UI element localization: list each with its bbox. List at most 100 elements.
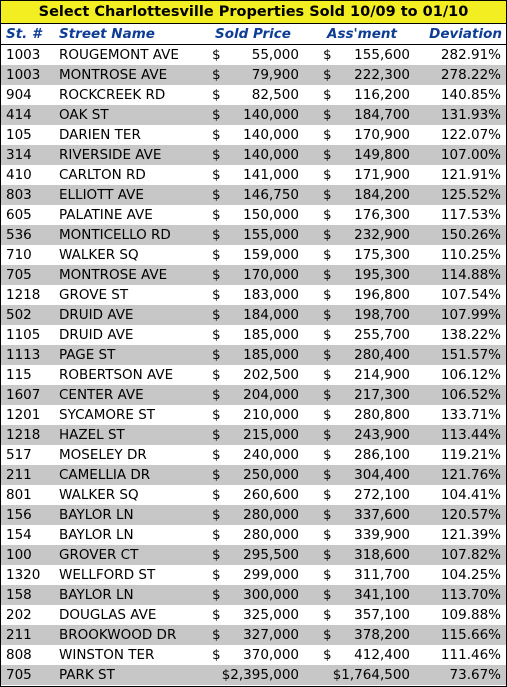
assessment-cell: 116,200 <box>354 87 410 103</box>
deviation-cell: 120.57% <box>440 507 501 523</box>
header-assessment: Ass'ment <box>327 26 397 42</box>
deviation-cell: 133.71% <box>440 407 501 423</box>
street-name-cell: WINSTON TER <box>59 647 155 663</box>
sold-currency-symbol: $ <box>212 167 221 183</box>
street-number-cell: 710 <box>6 247 32 263</box>
sold-price-cell: 185,000 <box>243 347 299 363</box>
street-name-cell: DARIEN TER <box>59 127 141 143</box>
assessment-currency-symbol: $ <box>323 647 332 663</box>
street-name-cell: BAYLOR LN <box>59 527 134 543</box>
assessment-currency-symbol: $ <box>323 267 332 283</box>
street-name-cell: RIVERSIDE AVE <box>59 147 162 163</box>
assessment-cell: 255,700 <box>354 327 410 343</box>
table-row: 710 WALKER SQ $159,000 $175,300 110.25% <box>1 245 506 265</box>
table-body: 1003 ROUGEMONT AVE $55,000 $155,600 282.91% 1… <box>1 45 506 685</box>
street-number-cell: 502 <box>6 307 32 323</box>
street-name-cell: BROOKWOOD DR <box>59 627 177 643</box>
assessment-currency-symbol: $ <box>323 447 332 463</box>
street-number-cell: 705 <box>6 667 32 683</box>
assessment-currency-symbol: $ <box>323 327 332 343</box>
table-row: 1218 GROVE ST $183,000 $196,800 107.54% <box>1 285 506 305</box>
sold-price-cell: 204,000 <box>243 387 299 403</box>
street-name-cell: ROBERTSON AVE <box>59 367 174 383</box>
sold-price-cell: 79,900 <box>251 67 299 83</box>
street-number-cell: 158 <box>6 587 32 603</box>
street-number-cell: 1003 <box>6 47 41 63</box>
assessment-currency-symbol: $ <box>323 47 332 63</box>
street-name-cell: CARLTON RD <box>59 167 146 183</box>
table-row: 410 CARLTON RD $141,000 $171,900 121.91% <box>1 165 506 185</box>
assessment-cell: 280,400 <box>354 347 410 363</box>
street-name-cell: CENTER AVE <box>59 387 144 403</box>
assessment-cell: 184,200 <box>354 187 410 203</box>
deviation-cell: 114.88% <box>440 267 501 283</box>
assessment-cell: 311,700 <box>354 567 410 583</box>
sold-price-cell: 185,000 <box>243 327 299 343</box>
sold-price-cell: 55,000 <box>251 47 299 63</box>
sold-price-cell: 155,000 <box>243 227 299 243</box>
street-number-cell: 1003 <box>6 67 41 83</box>
assessment-cell: 170,900 <box>354 127 410 143</box>
assessment-cell: 378,200 <box>354 627 410 643</box>
sold-currency-symbol: $ <box>212 347 221 363</box>
street-name-cell: MONTROSE AVE <box>59 67 168 83</box>
street-name-cell: OAK ST <box>59 107 109 123</box>
table-row: 158 BAYLOR LN $300,000 $341,100 113.70% <box>1 585 506 605</box>
assessment-currency-symbol: $ <box>323 147 332 163</box>
deviation-cell: 107.54% <box>440 287 501 303</box>
street-name-cell: MONTROSE AVE <box>59 267 168 283</box>
sold-currency-symbol: $ <box>212 207 221 223</box>
street-number-cell: 801 <box>6 487 32 503</box>
street-name-cell: WALKER SQ <box>59 247 139 263</box>
street-name-cell: ROCKCREEK RD <box>59 87 166 103</box>
deviation-cell: 282.91% <box>440 47 501 63</box>
assessment-currency-symbol: $ <box>323 127 332 143</box>
assessment-currency-symbol: $ <box>323 207 332 223</box>
deviation-cell: 111.46% <box>440 647 501 663</box>
sold-currency-symbol: $ <box>212 307 221 323</box>
sold-currency-symbol: $ <box>212 147 221 163</box>
table-row: 808 WINSTON TER $370,000 $412,400 111.46% <box>1 645 506 665</box>
sold-currency-symbol: $ <box>212 587 221 603</box>
sold-price-cell: 210,000 <box>243 407 299 423</box>
assessment-cell: 149,800 <box>354 147 410 163</box>
assessment-cell: 175,300 <box>354 247 410 263</box>
street-name-cell: PARK ST <box>59 667 115 683</box>
sold-currency-symbol: $ <box>212 507 221 523</box>
assessment-currency-symbol: $ <box>323 87 332 103</box>
sold-currency-symbol: $ <box>212 387 221 403</box>
deviation-cell: 107.00% <box>440 147 501 163</box>
table-row: 211 BROOKWOOD DR $327,000 $378,200 115.66% <box>1 625 506 645</box>
sold-price-cell: 295,500 <box>243 547 299 563</box>
assessment-cell: 222,300 <box>354 67 410 83</box>
table-row: 105 DARIEN TER $140,000 $170,900 122.07% <box>1 125 506 145</box>
assessment-currency-symbol: $ <box>323 227 332 243</box>
sold-currency-symbol: $ <box>212 247 221 263</box>
street-number-cell: 211 <box>6 467 32 483</box>
sold-price-cell: 240,000 <box>243 447 299 463</box>
sold-currency-symbol: $ <box>212 467 221 483</box>
deviation-cell: 140.85% <box>440 87 501 103</box>
assessment-currency-symbol: $ <box>323 527 332 543</box>
deviation-cell: 109.88% <box>440 607 501 623</box>
assessment-cell: 217,300 <box>354 387 410 403</box>
sold-currency-symbol: $ <box>212 407 221 423</box>
table-row: 705 PARK ST $2,395,000 $1,764,500 73.67% <box>1 665 506 685</box>
table-row: 705 MONTROSE AVE $170,000 $195,300 114.88% <box>1 265 506 285</box>
assessment-cell: 171,900 <box>354 167 410 183</box>
assessment-cell: 176,300 <box>354 207 410 223</box>
sold-currency-symbol: $ <box>212 187 221 203</box>
sold-price-cell: 170,000 <box>243 267 299 283</box>
assessment-cell: $1,764,500 <box>332 667 410 683</box>
street-number-cell: 808 <box>6 647 32 663</box>
sold-currency-symbol: $ <box>212 67 221 83</box>
sold-price-cell: 140,000 <box>243 127 299 143</box>
table-row: 605 PALATINE AVE $150,000 $176,300 117.53% <box>1 205 506 225</box>
assessment-currency-symbol: $ <box>323 567 332 583</box>
assessment-currency-symbol: $ <box>323 307 332 323</box>
sold-currency-symbol: $ <box>212 127 221 143</box>
header-row: St. # Street Name Sold Price Ass'ment De… <box>1 24 506 45</box>
table-row: 115 ROBERTSON AVE $202,500 $214,900 106.12% <box>1 365 506 385</box>
street-name-cell: MONTICELLO RD <box>59 227 171 243</box>
sold-price-cell: 300,000 <box>243 587 299 603</box>
